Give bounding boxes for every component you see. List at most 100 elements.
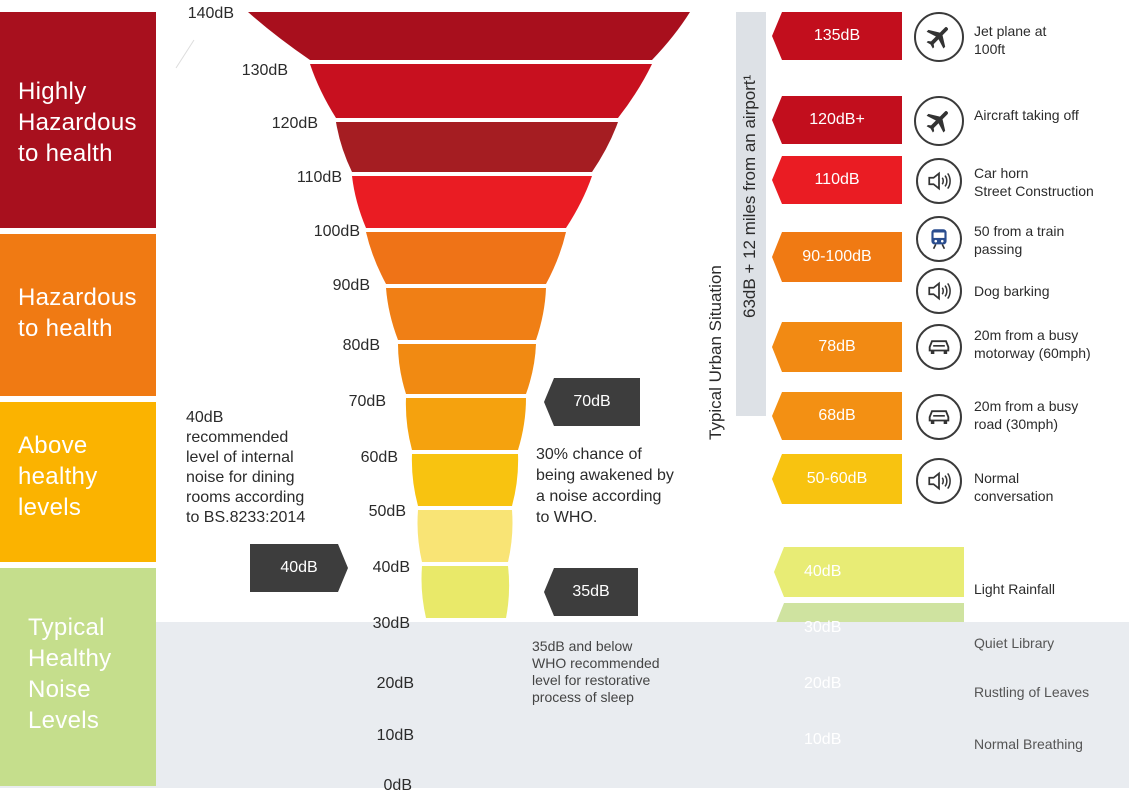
example-text-library: Quiet Library (974, 635, 1055, 651)
example-text-rainfall: Light Rainfall (974, 581, 1055, 597)
example-tag-shape-7 (772, 454, 902, 504)
car-icon (916, 324, 962, 370)
category-label: Above healthy levels (18, 432, 98, 521)
funnel-band-1 (248, 12, 690, 60)
db-label-40: 40dB (372, 559, 410, 576)
airport-range-bar (736, 12, 766, 416)
category-hazardous: Hazardous to health (0, 234, 156, 396)
category-typical-healthy: Typical Healthy Noise Levels (0, 568, 156, 786)
db-label-10: 10dB (376, 727, 414, 744)
db-label-130: 130dB (241, 62, 288, 79)
db-label-120: 120dB (271, 115, 318, 132)
example-text-jet: Jet plane at 100ft (974, 23, 1047, 57)
example-text-motorway: 20m from a busy motorway (60mph) (974, 327, 1091, 361)
funnel-band-3 (336, 122, 618, 172)
plane-icon (914, 96, 964, 146)
speaker-icon (916, 458, 962, 504)
example-tag-shape-5 (772, 322, 902, 372)
speaker-icon (916, 268, 962, 314)
example-level: 68dB (818, 407, 856, 424)
example-tag-78: 78dB (772, 322, 902, 372)
funnel-band-5 (366, 232, 566, 284)
funnel-band-11 (421, 566, 510, 618)
example-text-dog: Dog barking (974, 283, 1050, 299)
category-label: Typical Healthy Noise Levels (28, 614, 112, 734)
category-highly-hazardous: Highly Hazardous to health (0, 12, 156, 228)
example-level: 30dB (804, 619, 842, 636)
example-text-leaves: Rustling of Leaves (974, 684, 1090, 700)
example-tag-110: 110dB (772, 156, 902, 204)
plane-icon (914, 12, 964, 62)
db-label-30: 30dB (372, 615, 410, 632)
db-label-100: 100dB (313, 223, 360, 240)
note-70db-who: 30% chance of being awakened by a noise … (536, 446, 674, 526)
db-label-80: 80dB (342, 337, 380, 354)
example-tag-40: 40dB (774, 547, 878, 597)
example-level: 78dB (818, 338, 856, 355)
category-above-healthy: Above healthy levels (0, 402, 156, 562)
db-label-0: 0dB (383, 777, 412, 794)
note-40db-dining: 40dB recommended level of internal noise… (186, 409, 306, 526)
example-level: 90-100dB (802, 248, 872, 265)
tag-40db-label: 40dB (280, 559, 318, 576)
example-tag-50-60: 50-60dB (772, 454, 902, 504)
example-text-road: 20m from a busy road (30mph) (974, 398, 1079, 432)
example-tag-shape-3 (772, 232, 902, 282)
example-level: 135dB (813, 27, 861, 44)
car-icon (916, 394, 962, 440)
db-label-50: 50dB (368, 503, 406, 520)
funnel-band-8 (405, 398, 526, 450)
example-level: 120dB+ (809, 111, 865, 128)
example-tag-shape-1 (772, 96, 902, 144)
tag-70db: 70dB (544, 378, 640, 426)
funnel-band-6 (386, 288, 546, 340)
db-label-90: 90dB (332, 277, 370, 294)
tag-40db-shape (250, 544, 348, 592)
example-tag-135: 135dB (772, 12, 902, 60)
decorative-line (175, 39, 195, 69)
funnel-band-10 (417, 510, 513, 562)
example-level: 20dB (804, 675, 842, 692)
example-level: 10dB (804, 731, 842, 748)
db-label-140: 140dB (187, 5, 234, 22)
example-text-train: 50 from a train passing (974, 223, 1065, 257)
example-level: 110dB (814, 171, 860, 188)
example-text-breathing: Normal Breathing (974, 736, 1083, 752)
airport-label: 63dB + 12 miles from an airport¹ (740, 74, 759, 318)
example-tag-20: 20dB (774, 659, 878, 709)
speaker-icon (916, 158, 962, 204)
example-text-aircraft: Aircraft taking off (974, 107, 1079, 123)
example-tag-90-100: 90-100dB (772, 232, 902, 282)
example-tag-shape-2 (772, 156, 902, 204)
tag-70db-label: 70dB (573, 393, 611, 410)
tag-40db: 40dB (250, 544, 348, 592)
tag-35db-shape (544, 568, 638, 616)
healthy-background-band (0, 622, 1129, 788)
funnel-band-9 (411, 454, 519, 506)
tag-35db: 35dB (544, 568, 638, 616)
tag-70db-shape (544, 378, 640, 426)
train-icon (916, 216, 962, 262)
urban-situation-label: Typical Urban Situation (706, 265, 725, 440)
db-label-70: 70dB (348, 393, 386, 410)
example-tag-120: 120dB+ (772, 96, 902, 144)
category-label: Highly Hazardous to health (18, 78, 137, 167)
example-level: 50-60dB (806, 470, 868, 487)
example-tag-shape-0 (772, 12, 902, 60)
example-tag-30: 30dB (774, 603, 878, 653)
note-35db-sleep: 35dB and below WHO recommended level for… (532, 638, 660, 705)
funnel-band-2 (310, 64, 652, 118)
funnel-band-7 (398, 344, 536, 394)
category-label: Hazardous to health (18, 284, 137, 342)
example-text-car-horn: Car horn Street Construction (974, 165, 1094, 199)
db-label-20: 20dB (376, 675, 414, 692)
example-tag-68: 68dB (772, 392, 902, 440)
example-level: 40dB (804, 563, 842, 580)
db-label-60: 60dB (360, 449, 398, 466)
example-text-conversation: Normal conversation (974, 470, 1054, 504)
tag-35db-label: 35dB (572, 583, 610, 600)
example-tag-shape-6 (772, 392, 902, 440)
db-label-110: 110dB (296, 169, 342, 186)
example-tag-shape-8 (774, 547, 964, 597)
funnel-band-4 (352, 176, 592, 228)
